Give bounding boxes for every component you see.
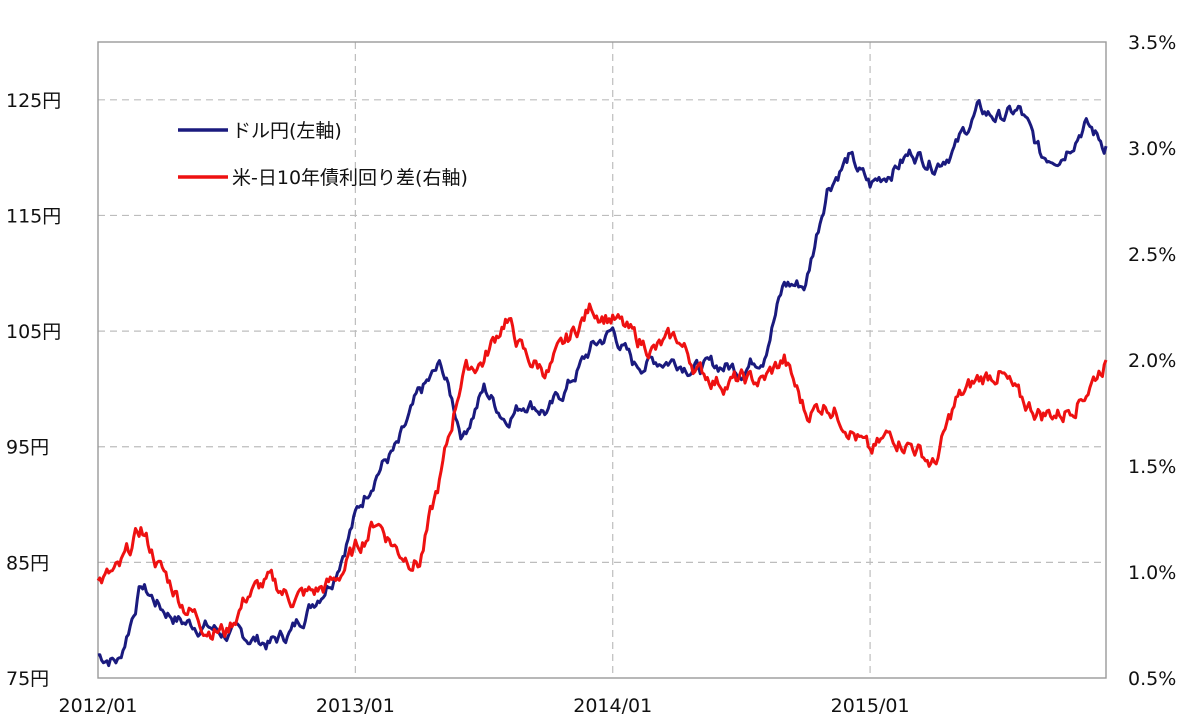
left-axis-tick-labels: 75円 85円 95円 105円 115円 125円 (6, 90, 61, 690)
right-tick-label: 0.5% (1128, 668, 1176, 690)
legend: ドル円(左軸) 米-日10年債利回り差(右軸) (178, 120, 468, 189)
series-line-usdjpy (97, 99, 1108, 668)
x-tick-label: 2014/01 (573, 695, 652, 717)
right-tick-label: 2.0% (1128, 350, 1176, 372)
right-tick-label: 3.0% (1128, 138, 1176, 160)
right-tick-label: 1.5% (1128, 456, 1176, 478)
grid-lines (98, 42, 1106, 678)
x-tick-label: 2012/01 (59, 695, 138, 717)
right-tick-label: 2.5% (1128, 244, 1176, 266)
right-axis-tick-labels: 0.5% 1.0% 1.5% 2.0% 2.5% 3.0% 3.5% (1128, 32, 1176, 690)
series-line-yield-spread (96, 302, 1108, 641)
x-tick-label: 2015/01 (831, 695, 910, 717)
left-tick-label: 85円 (6, 552, 49, 574)
left-tick-label: 125円 (6, 90, 61, 112)
legend-label: ドル円(左軸) (232, 120, 342, 142)
left-tick-label: 95円 (6, 437, 49, 459)
right-tick-label: 3.5% (1128, 32, 1176, 54)
left-tick-label: 105円 (6, 321, 61, 343)
right-tick-label: 1.0% (1128, 562, 1176, 584)
left-tick-label: 75円 (6, 668, 49, 690)
x-tick-label: 2013/01 (316, 695, 395, 717)
x-axis-tick-labels: 2012/01 2013/01 2014/01 2015/01 (59, 695, 910, 717)
legend-label: 米-日10年債利回り差(右軸) (232, 167, 468, 189)
left-tick-label: 115円 (6, 205, 61, 227)
series-lines (96, 99, 1108, 668)
